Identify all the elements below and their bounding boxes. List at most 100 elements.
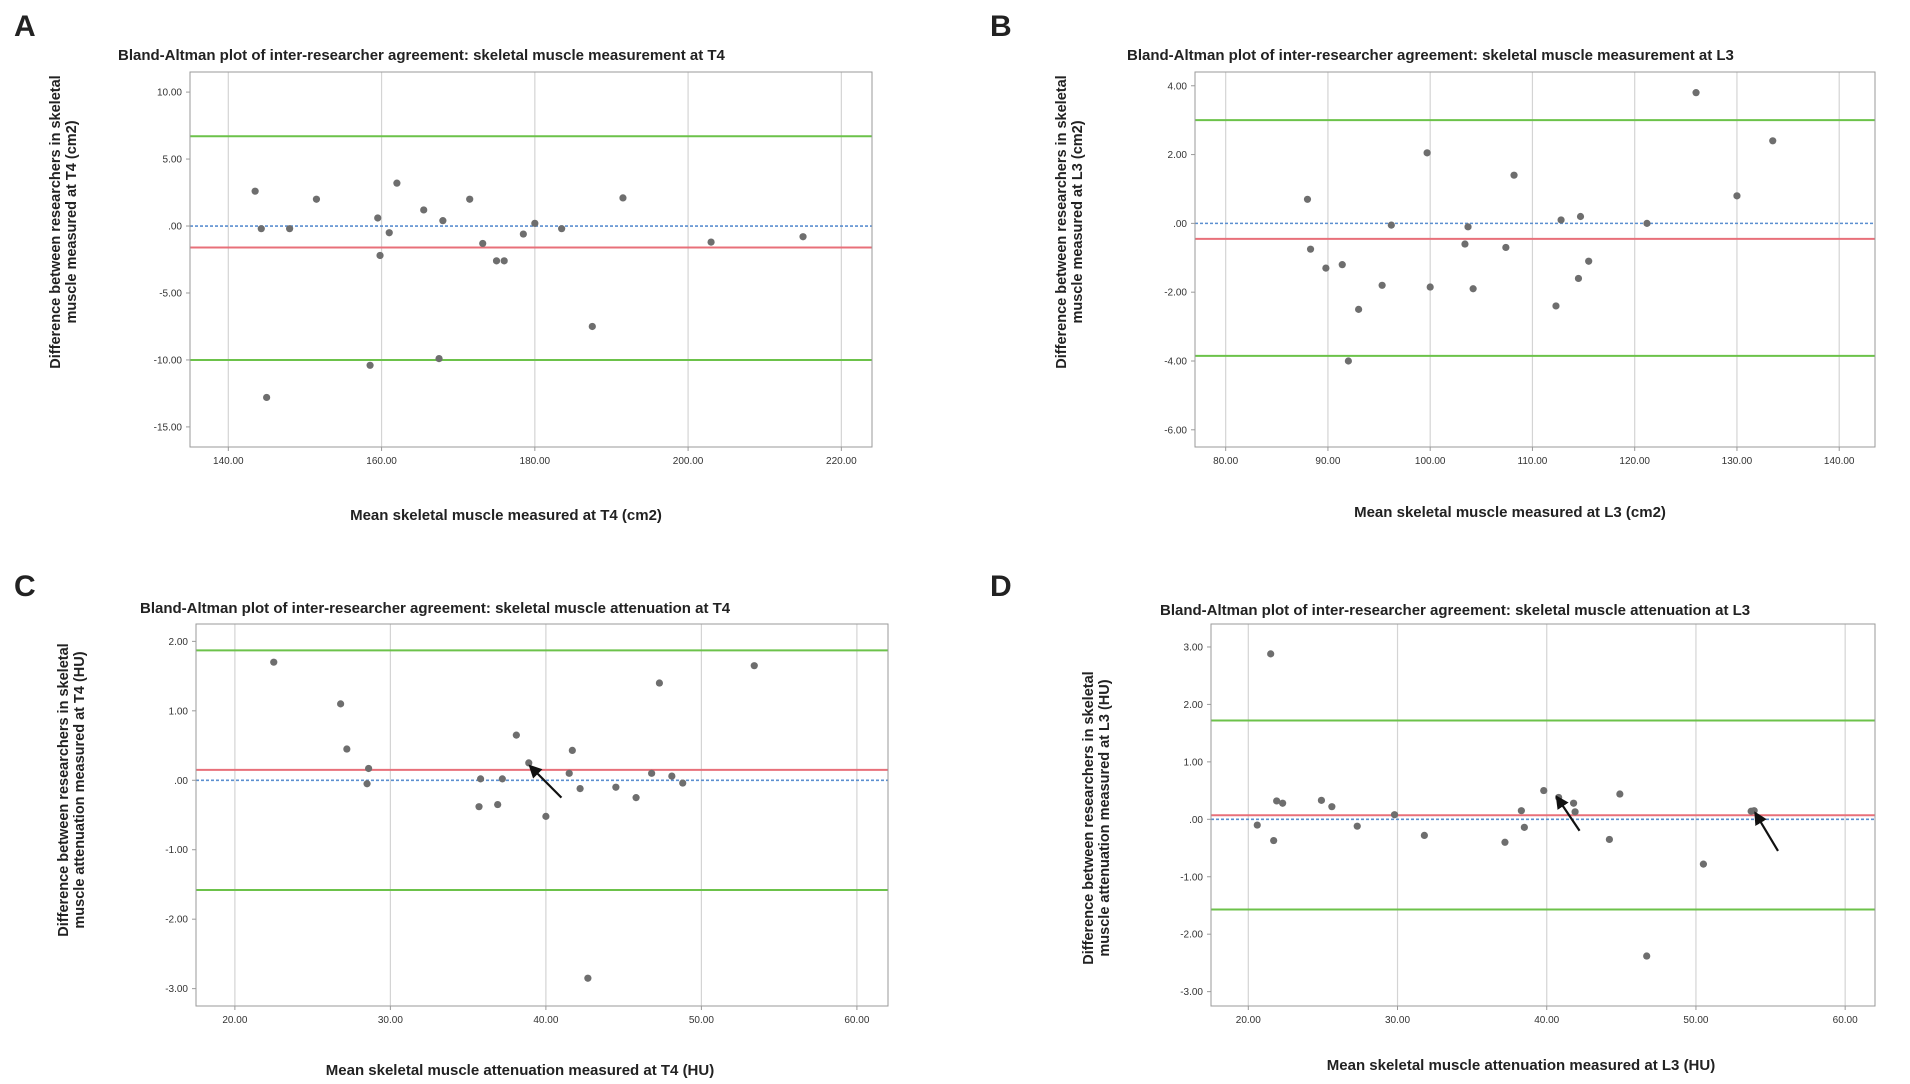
y-tick-label: .00 [1189,815,1203,826]
data-point [476,775,485,783]
data-point [668,772,676,780]
data-point [1273,797,1281,805]
chart-d-ylabel: Difference between researchers in skelet… [1081,671,1113,964]
y-tick-label: .00 [174,776,188,787]
x-tick-label: 130.00 [1722,456,1753,467]
chart-c-title: Bland-Altman plot of inter-researcher ag… [140,600,731,617]
data-point [251,187,259,195]
x-tick-label: 40.00 [533,1015,558,1026]
data-point [1692,89,1700,97]
y-tick-label: -3.00 [165,984,188,995]
data-point [1643,219,1651,227]
data-point [435,355,443,363]
chart-a-ylabel-line2: muscle measured at T4 (cm2) [64,120,80,324]
data-point [512,731,520,739]
data-point [1585,257,1593,265]
data-point [648,769,656,777]
data-point [1501,838,1509,846]
data-point [1344,357,1352,365]
x-tick-label: 60.00 [844,1015,869,1026]
data-point [799,233,807,241]
panel-letter-d: D [990,570,1012,603]
x-tick-label: 140.00 [213,456,244,467]
data-point [1353,822,1361,830]
chart-a-xlabel: Mean skeletal muscle measured at T4 (cm2… [350,507,662,524]
y-tick-label: .00 [1173,219,1187,230]
y-tick-label: -3.00 [1180,987,1203,998]
plot-frame [195,623,889,1007]
plot-frame [1194,71,1876,448]
x-tick-label: 110.00 [1518,456,1548,467]
data-point [366,361,374,369]
chart-b-title: Bland-Altman plot of inter-researcher ag… [1127,47,1734,64]
data-point [1390,811,1399,819]
y-tick-label: -4.00 [1164,356,1187,367]
data-point [1317,796,1326,804]
data-point [1253,821,1261,829]
data-point [1576,212,1585,221]
data-point [568,746,576,755]
chart-b-xlabel: Mean skeletal muscle measured at L3 (cm2… [1354,504,1666,521]
x-tick-label: 200.00 [673,456,704,467]
y-tick-label: -6.00 [1164,425,1187,436]
y-tick-label: -1.00 [1180,872,1203,883]
data-point [363,780,371,788]
data-point [1643,952,1651,960]
data-point [542,812,550,820]
data-point [619,194,627,202]
data-point [1378,281,1386,289]
x-tick-label: 40.00 [1534,1015,1559,1026]
data-point [492,257,501,265]
data-point [475,803,483,811]
x-tick-label: 180.00 [520,456,551,467]
data-point [584,974,592,982]
plot-area [1195,72,1875,447]
data-point [558,225,566,233]
x-tick-label: 20.00 [1236,1015,1261,1026]
x-tick-label: 20.00 [222,1015,247,1026]
y-tick-label: 4.00 [1168,81,1188,92]
data-point [1464,223,1472,231]
data-point [531,219,539,227]
chart-d-ylabel-line2: muscle attenuation measured at L3 (HU) [1097,679,1113,957]
data-point [1605,835,1613,844]
y-tick-label: -10.00 [154,355,183,366]
x-tick-label: 140.00 [1824,456,1855,467]
data-point [337,700,345,708]
x-tick-label: 160.00 [366,456,397,467]
chart-d-plot: 20.00 30.00 40.00 50.00 60.00 3.00 2.00 1.00 .00… [1180,623,1876,1026]
x-tick-label: 100.00 [1415,456,1446,467]
data-point [1769,137,1777,145]
chart-d-title: Bland-Altman plot of inter-researcher ag… [1160,602,1751,619]
y-tick-label: 1.00 [169,706,189,717]
data-point [263,393,271,402]
data-point [707,238,715,246]
y-tick-label: 10.00 [157,88,182,99]
data-point [1520,823,1528,831]
data-point [1303,195,1312,203]
data-point [1469,285,1477,293]
panel-letter-c: C [14,570,36,603]
data-point [1279,799,1287,807]
plot-frame [189,71,873,448]
data-point [312,195,321,203]
data-point [500,257,508,265]
data-point [376,251,384,260]
chart-c-plot: 20.00 30.00 40.00 50.00 60.00 2.00 1.00 .00 -1.0… [165,623,889,1026]
x-tick-label: 120.00 [1619,456,1650,467]
data-point [343,745,351,753]
chart-d-ylabel-line1: Difference between researchers in skelet… [1081,671,1097,965]
data-point [498,775,506,783]
data-point [1510,171,1518,179]
data-point [1699,860,1708,868]
y-tick-label: 1.00 [1184,757,1204,768]
data-point [612,783,620,791]
data-point [374,214,382,222]
data-point [1306,245,1315,253]
data-point [576,785,584,793]
data-point [286,225,294,233]
data-point [1571,808,1579,816]
data-point [270,658,278,666]
x-tick-label: 80.00 [1213,456,1238,467]
y-tick-label: -2.00 [1180,930,1203,941]
